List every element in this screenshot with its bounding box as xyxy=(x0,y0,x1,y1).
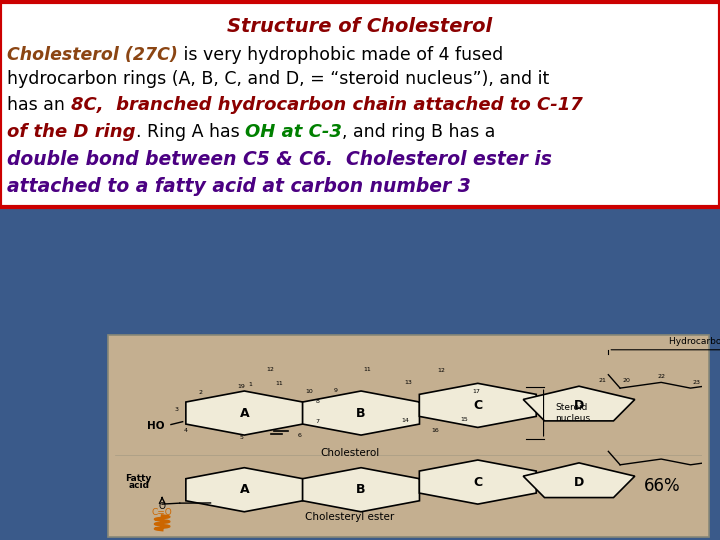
Text: A: A xyxy=(240,407,249,420)
Text: 1: 1 xyxy=(248,382,252,387)
Text: 21: 21 xyxy=(598,378,606,383)
Text: Cholesteryl ester: Cholesteryl ester xyxy=(305,511,395,522)
Polygon shape xyxy=(302,391,420,435)
Text: 20: 20 xyxy=(622,378,630,383)
Text: 12: 12 xyxy=(267,367,274,373)
FancyBboxPatch shape xyxy=(108,335,709,537)
Text: 16: 16 xyxy=(431,428,439,433)
Text: 4: 4 xyxy=(184,428,188,433)
Text: C: C xyxy=(473,399,482,412)
Text: has an: has an xyxy=(7,96,71,114)
Text: 14: 14 xyxy=(402,418,410,423)
Text: O: O xyxy=(158,502,166,510)
Text: 23: 23 xyxy=(693,380,701,385)
Text: attached to a fatty acid at carbon number 3: attached to a fatty acid at carbon numbe… xyxy=(7,177,471,196)
Text: OH at C-3: OH at C-3 xyxy=(245,123,342,140)
Text: acid: acid xyxy=(128,481,149,490)
Text: 13: 13 xyxy=(405,380,413,385)
Polygon shape xyxy=(523,463,635,497)
Polygon shape xyxy=(302,468,420,512)
Text: 5: 5 xyxy=(240,435,243,440)
Polygon shape xyxy=(186,468,302,512)
Text: 3: 3 xyxy=(175,407,179,411)
Text: 9: 9 xyxy=(333,388,337,393)
Text: 11: 11 xyxy=(364,367,372,373)
Text: is very hydrophobic made of 4 fused: is very hydrophobic made of 4 fused xyxy=(178,46,503,64)
Text: Hydrocarbon "tail": Hydrocarbon "tail" xyxy=(669,337,720,346)
Text: of the D ring: of the D ring xyxy=(7,123,135,140)
Text: nucleus: nucleus xyxy=(555,414,590,423)
Text: C: C xyxy=(473,476,482,489)
Text: 8: 8 xyxy=(315,399,320,404)
Text: . Ring A has: . Ring A has xyxy=(135,123,245,140)
Text: 66%: 66% xyxy=(644,477,680,495)
Text: D: D xyxy=(574,476,584,489)
Text: B: B xyxy=(356,483,366,496)
FancyBboxPatch shape xyxy=(0,2,720,207)
Text: Fatty: Fatty xyxy=(125,474,152,483)
Text: 7: 7 xyxy=(315,419,320,424)
Text: A: A xyxy=(240,483,249,496)
Text: Cholesterol: Cholesterol xyxy=(320,448,379,457)
Polygon shape xyxy=(186,391,302,435)
Text: double bond between C5 & C6.  Cholesterol ester is: double bond between C5 & C6. Cholesterol… xyxy=(7,150,552,169)
Text: 10: 10 xyxy=(305,388,312,394)
Text: hydrocarbon rings (A, B, C, and D, = “steroid nucleus”), and it: hydrocarbon rings (A, B, C, and D, = “st… xyxy=(7,70,549,88)
Polygon shape xyxy=(523,386,635,421)
Text: 17: 17 xyxy=(472,388,480,394)
Text: 22: 22 xyxy=(657,374,665,379)
Text: , and ring B has a: , and ring B has a xyxy=(342,123,495,140)
Polygon shape xyxy=(419,383,536,428)
Text: 11: 11 xyxy=(276,381,284,386)
Text: 15: 15 xyxy=(461,417,468,422)
Text: 12: 12 xyxy=(437,368,445,373)
Text: Steroid: Steroid xyxy=(555,403,588,412)
Text: 19: 19 xyxy=(238,384,246,389)
Text: Cholesterol (27C): Cholesterol (27C) xyxy=(7,46,178,64)
Text: HO: HO xyxy=(148,421,165,431)
Text: C=O: C=O xyxy=(152,508,173,517)
Text: D: D xyxy=(574,399,584,412)
Polygon shape xyxy=(419,460,536,504)
Text: Structure of Cholesterol: Structure of Cholesterol xyxy=(228,17,492,36)
Text: 2: 2 xyxy=(198,390,202,395)
Text: 6: 6 xyxy=(298,433,302,437)
Text: B: B xyxy=(356,407,366,420)
Text: 8C,  branched hydrocarbon chain attached to C-17: 8C, branched hydrocarbon chain attached … xyxy=(71,96,582,114)
